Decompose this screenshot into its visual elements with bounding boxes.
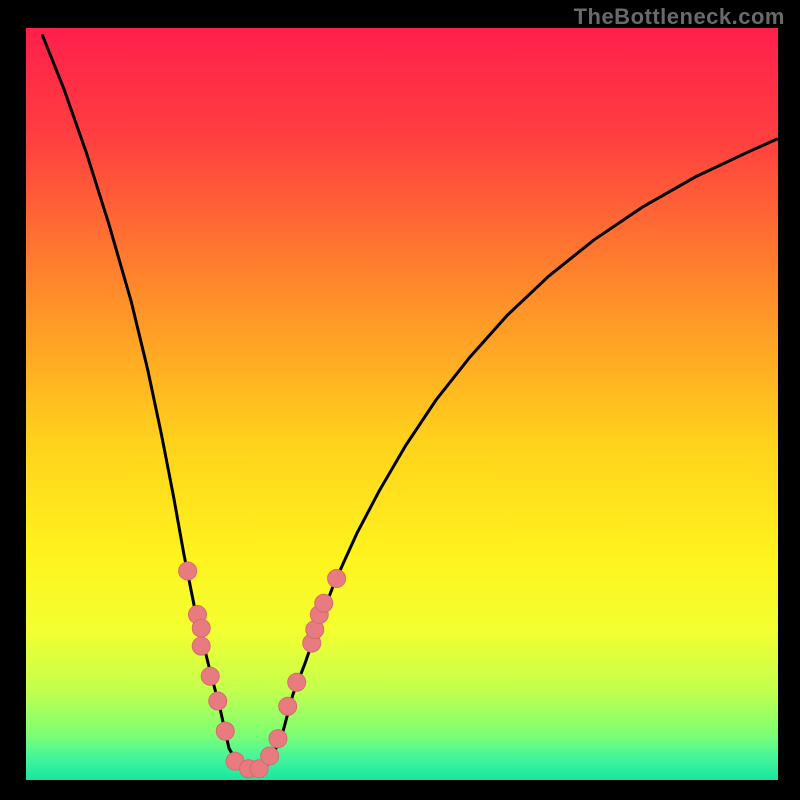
- data-marker: [315, 594, 333, 612]
- data-marker: [201, 667, 219, 685]
- gradient-background: [26, 28, 778, 780]
- watermark-text: TheBottleneck.com: [574, 4, 785, 30]
- data-marker: [216, 722, 234, 740]
- data-marker: [179, 562, 197, 580]
- plot-svg: [26, 28, 778, 780]
- data-marker: [192, 637, 210, 655]
- data-marker: [269, 730, 287, 748]
- plot-area: [26, 28, 778, 780]
- data-marker: [279, 697, 297, 715]
- data-marker: [261, 747, 279, 765]
- data-marker: [192, 619, 210, 637]
- data-marker: [288, 673, 306, 691]
- data-marker: [209, 692, 227, 710]
- data-marker: [328, 569, 346, 587]
- chart-container: TheBottleneck.com: [0, 0, 800, 800]
